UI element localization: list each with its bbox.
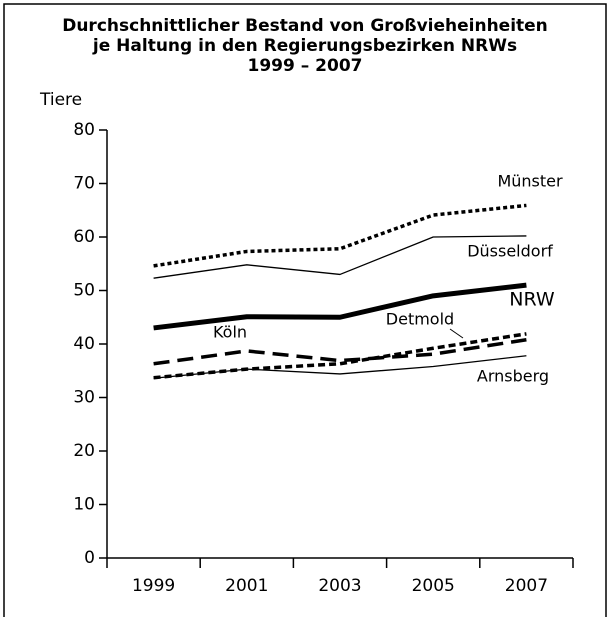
y-tick-label: 30 [73, 388, 95, 408]
series-line [153, 337, 527, 366]
y-tick-label: 0 [84, 548, 95, 568]
series-label: NRW [509, 289, 555, 311]
frame [3, 3, 607, 617]
y-axis-label: Tiere [39, 90, 82, 110]
series-line [153, 235, 527, 279]
series-label: Köln [213, 323, 247, 342]
series-label: Düsseldorf [467, 242, 553, 261]
y-tick-label: 60 [73, 227, 95, 247]
x-tick-label: 2001 [225, 576, 268, 596]
y-tick-label: 50 [73, 281, 95, 301]
x-tick-label: 1999 [132, 576, 175, 596]
y-tick-label: 40 [73, 334, 95, 354]
x-tick-label: 2005 [412, 576, 455, 596]
series-line [153, 203, 527, 268]
chart-title: Durchschnittlicher Bestand von Großviehe… [62, 16, 548, 36]
series-label: Münster [497, 172, 563, 191]
series-line [153, 332, 527, 380]
y-tick-label: 10 [73, 495, 95, 515]
series-line [153, 355, 527, 379]
x-tick-label: 2007 [505, 576, 548, 596]
chart-title: 1999 – 2007 [248, 56, 363, 76]
series-line [153, 282, 527, 331]
series-label: Arnsberg [477, 367, 549, 386]
x-tick-label: 2003 [318, 576, 361, 596]
y-tick-label: 80 [73, 120, 95, 140]
y-tick-label: 20 [73, 441, 95, 461]
leader-line [449, 328, 464, 339]
y-tick-label: 70 [73, 174, 95, 194]
chart-title: je Haltung in den Regierungsbezirken NRW… [92, 36, 517, 56]
series-label: Detmold [386, 310, 454, 329]
